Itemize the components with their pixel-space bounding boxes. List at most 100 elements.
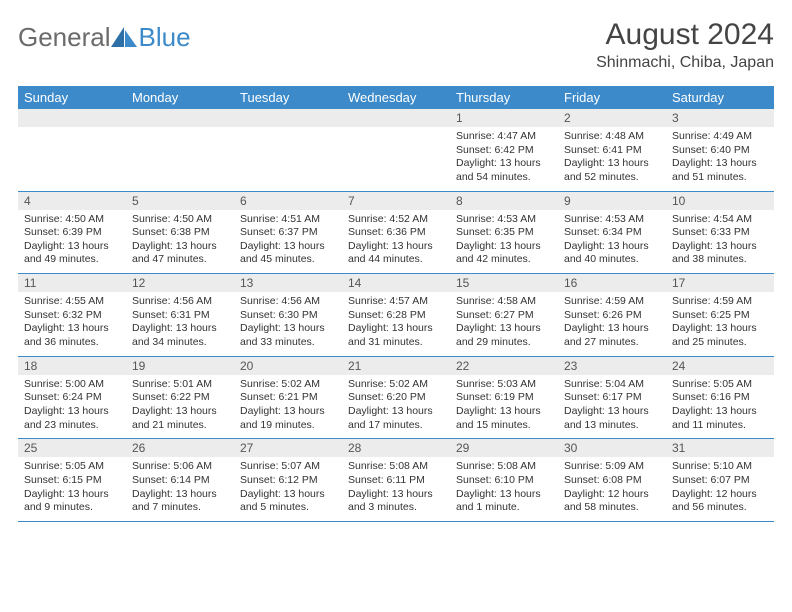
calendar-cell: 4Sunrise: 4:50 AMSunset: 6:39 PMDaylight…	[18, 191, 126, 274]
day-body: Sunrise: 4:58 AMSunset: 6:27 PMDaylight:…	[450, 292, 558, 356]
calendar-cell: 15Sunrise: 4:58 AMSunset: 6:27 PMDayligh…	[450, 274, 558, 357]
calendar-cell: 3Sunrise: 4:49 AMSunset: 6:40 PMDaylight…	[666, 109, 774, 191]
calendar-cell: 21 Sunrise: 5:02 AMSunset: 6:20 PMDayligh…	[342, 356, 450, 439]
day-number: 24	[666, 357, 774, 375]
day-number: 20	[234, 357, 342, 375]
calendar-cell: 10Sunrise: 4:54 AMSunset: 6:33 PMDayligh…	[666, 191, 774, 274]
sunrise-line: Sunrise: 4:47 AM	[456, 130, 552, 144]
sunset-line: Sunset: 6:12 PM	[240, 474, 336, 488]
calendar-cell: .	[234, 109, 342, 191]
daylight-line: Daylight: 13 hours and 7 minutes.	[132, 488, 228, 515]
daylight-line: Daylight: 13 hours and 25 minutes.	[672, 322, 768, 349]
day-body: Sunrise: 4:59 AMSunset: 6:26 PMDaylight:…	[558, 292, 666, 356]
calendar-cell: 23Sunrise: 5:04 AMSunset: 6:17 PMDayligh…	[558, 356, 666, 439]
day-number: 23	[558, 357, 666, 375]
calendar-cell: 13Sunrise: 4:56 AMSunset: 6:30 PMDayligh…	[234, 274, 342, 357]
day-number: 14	[342, 274, 450, 292]
sunset-line: Sunset: 6:14 PM	[132, 474, 228, 488]
calendar-cell: 6Sunrise: 4:51 AMSunset: 6:37 PMDaylight…	[234, 191, 342, 274]
day-body: Sunrise: 4:47 AMSunset: 6:42 PMDaylight:…	[450, 127, 558, 191]
weekday-header: Friday	[558, 86, 666, 109]
sunset-line: Sunset: 6:28 PM	[348, 309, 444, 323]
daylight-line: Daylight: 13 hours and 1 minute.	[456, 488, 552, 515]
day-number: 31	[666, 439, 774, 457]
day-body: Sunrise: 4:48 AMSunset: 6:41 PMDaylight:…	[558, 127, 666, 191]
calendar-cell: 7Sunrise: 4:52 AMSunset: 6:36 PMDaylight…	[342, 191, 450, 274]
calendar-cell: 25Sunrise: 5:05 AMSunset: 6:15 PMDayligh…	[18, 439, 126, 522]
sunrise-line: Sunrise: 5:07 AM	[240, 460, 336, 474]
sunset-line: Sunset: 6:10 PM	[456, 474, 552, 488]
sunrise-line: Sunrise: 4:59 AM	[672, 295, 768, 309]
calendar-cell: 26Sunrise: 5:06 AMSunset: 6:14 PMDayligh…	[126, 439, 234, 522]
daylight-line: Daylight: 13 hours and 54 minutes.	[456, 157, 552, 184]
day-number: 7	[342, 192, 450, 210]
day-number: 15	[450, 274, 558, 292]
day-body: Sunrise: 4:52 AMSunset: 6:36 PMDaylight:…	[342, 210, 450, 274]
daylight-line: Daylight: 13 hours and 47 minutes.	[132, 240, 228, 267]
daylight-line: Daylight: 13 hours and 44 minutes.	[348, 240, 444, 267]
calendar-cell: 18Sunrise: 5:00 AMSunset: 6:24 PMDayligh…	[18, 356, 126, 439]
calendar-cell: 27Sunrise: 5:07 AMSunset: 6:12 PMDayligh…	[234, 439, 342, 522]
day-body	[234, 127, 342, 189]
daylight-line: Daylight: 13 hours and 33 minutes.	[240, 322, 336, 349]
calendar-row: 11Sunrise: 4:55 AMSunset: 6:32 PMDayligh…	[18, 274, 774, 357]
day-number: 19	[126, 357, 234, 375]
day-body: Sunrise: 5:09 AMSunset: 6:08 PMDaylight:…	[558, 457, 666, 521]
sunrise-line: Sunrise: 5:05 AM	[24, 460, 120, 474]
day-body	[18, 127, 126, 189]
page-title: August 2024	[596, 18, 774, 52]
weekday-header: Monday	[126, 86, 234, 109]
calendar-cell: 1Sunrise: 4:47 AMSunset: 6:42 PMDaylight…	[450, 109, 558, 191]
daylight-line: Daylight: 13 hours and 23 minutes.	[24, 405, 120, 432]
weekday-header: Wednesday	[342, 86, 450, 109]
brand-sail-icon	[111, 27, 137, 49]
sunrise-line: Sunrise: 5:02 AM	[348, 378, 444, 392]
sunrise-line: Sunrise: 4:57 AM	[348, 295, 444, 309]
sunset-line: Sunset: 6:15 PM	[24, 474, 120, 488]
daylight-line: Daylight: 13 hours and 17 minutes.	[348, 405, 444, 432]
day-body: Sunrise: 5:01 AMSunset: 6:22 PMDaylight:…	[126, 375, 234, 439]
page-subtitle: Shinmachi, Chiba, Japan	[596, 54, 774, 72]
calendar-cell: 28Sunrise: 5:08 AMSunset: 6:11 PMDayligh…	[342, 439, 450, 522]
sunrise-line: Sunrise: 4:58 AM	[456, 295, 552, 309]
day-body: Sunrise: 4:55 AMSunset: 6:32 PMDaylight:…	[18, 292, 126, 356]
day-number: 16	[558, 274, 666, 292]
sunrise-line: Sunrise: 5:06 AM	[132, 460, 228, 474]
calendar-cell: 29Sunrise: 5:08 AMSunset: 6:10 PMDayligh…	[450, 439, 558, 522]
day-number: 6	[234, 192, 342, 210]
daylight-line: Daylight: 13 hours and 19 minutes.	[240, 405, 336, 432]
calendar-row: 25Sunrise: 5:05 AMSunset: 6:15 PMDayligh…	[18, 439, 774, 522]
sunset-line: Sunset: 6:42 PM	[456, 144, 552, 158]
header: General Blue August 2024 Shinmachi, Chib…	[18, 18, 774, 72]
sunrise-line: Sunrise: 4:54 AM	[672, 213, 768, 227]
day-number: 5	[126, 192, 234, 210]
daylight-line: Daylight: 13 hours and 13 minutes.	[564, 405, 660, 432]
calendar-cell: 16Sunrise: 4:59 AMSunset: 6:26 PMDayligh…	[558, 274, 666, 357]
day-body: Sunrise: 5:08 AMSunset: 6:10 PMDaylight:…	[450, 457, 558, 521]
calendar-cell: 19Sunrise: 5:01 AMSunset: 6:22 PMDayligh…	[126, 356, 234, 439]
day-number: 27	[234, 439, 342, 457]
day-number: 1	[450, 109, 558, 127]
day-number: .	[18, 109, 126, 127]
day-number: 21	[342, 357, 450, 375]
day-body: Sunrise: 4:56 AMSunset: 6:30 PMDaylight:…	[234, 292, 342, 356]
calendar-row: 4Sunrise: 4:50 AMSunset: 6:39 PMDaylight…	[18, 191, 774, 274]
calendar-cell: 14Sunrise: 4:57 AMSunset: 6:28 PMDayligh…	[342, 274, 450, 357]
sunset-line: Sunset: 6:35 PM	[456, 226, 552, 240]
sunset-line: Sunset: 6:31 PM	[132, 309, 228, 323]
day-number: .	[126, 109, 234, 127]
calendar-cell: 11Sunrise: 4:55 AMSunset: 6:32 PMDayligh…	[18, 274, 126, 357]
day-number: 4	[18, 192, 126, 210]
sunset-line: Sunset: 6:36 PM	[348, 226, 444, 240]
sunset-line: Sunset: 6:08 PM	[564, 474, 660, 488]
daylight-line: Daylight: 13 hours and 52 minutes.	[564, 157, 660, 184]
day-body: Sunrise: 5:08 AMSunset: 6:11 PMDaylight:…	[342, 457, 450, 521]
day-body: Sunrise: 4:50 AMSunset: 6:39 PMDaylight:…	[18, 210, 126, 274]
daylight-line: Daylight: 13 hours and 36 minutes.	[24, 322, 120, 349]
sunset-line: Sunset: 6:20 PM	[348, 391, 444, 405]
day-number: 2	[558, 109, 666, 127]
day-body: Sunrise: 4:59 AMSunset: 6:25 PMDaylight:…	[666, 292, 774, 356]
daylight-line: Daylight: 12 hours and 58 minutes.	[564, 488, 660, 515]
calendar-cell: 30Sunrise: 5:09 AMSunset: 6:08 PMDayligh…	[558, 439, 666, 522]
calendar-cell: 9Sunrise: 4:53 AMSunset: 6:34 PMDaylight…	[558, 191, 666, 274]
